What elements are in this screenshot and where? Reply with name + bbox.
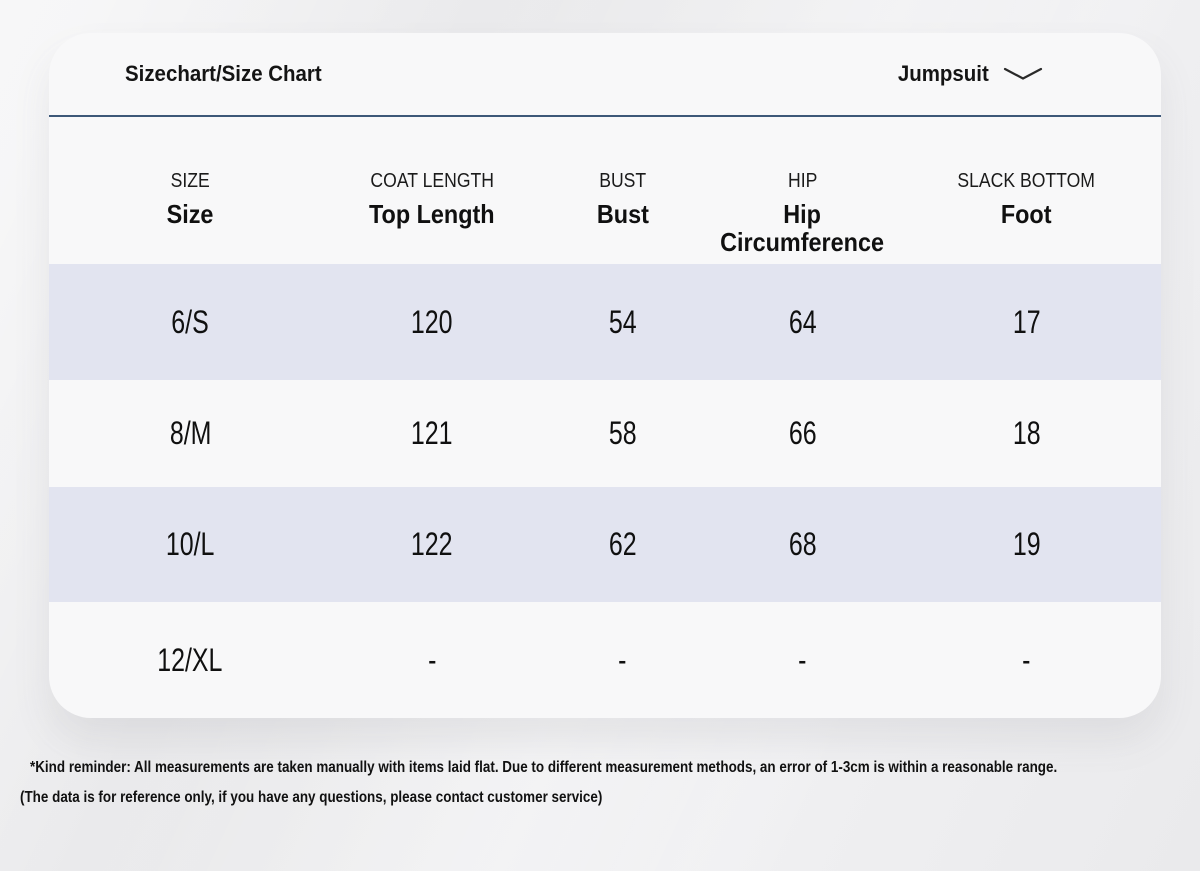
table-row-6s: 6/S 120 54 64 17	[49, 264, 1161, 380]
column-header-label: Foot	[1001, 199, 1052, 229]
table-row-8m: 8/M 121 58 66 18	[49, 380, 1161, 487]
cell-foot: 19	[892, 526, 1161, 563]
cell-value: 54	[608, 303, 637, 340]
card-header: Sizechart/Size Chart Jumpsuit	[49, 33, 1161, 117]
cell-bust: 54	[533, 304, 713, 341]
cell-value: -	[798, 641, 807, 678]
cell-value: 10/L	[165, 526, 215, 562]
column-header-en: BUST	[599, 170, 647, 192]
cell-value: -	[1022, 641, 1031, 678]
cell-foot: 17	[892, 304, 1161, 341]
column-header-hip: HIP Hip Circumference	[713, 171, 892, 256]
page-title: Sizechart/Size Chart	[125, 61, 322, 86]
cell-foot: -	[892, 642, 1161, 679]
cell-bust: -	[533, 642, 713, 679]
column-header-label: Size	[166, 199, 214, 229]
column-header-en: SIZE	[170, 170, 210, 192]
cell-value: 17	[1012, 303, 1041, 340]
cell-top-length: -	[331, 642, 532, 679]
column-header-label: Hip Circumference	[720, 199, 885, 258]
cell-size: 12/XL	[49, 642, 331, 679]
cell-value: 68	[788, 526, 817, 562]
cell-bust: 62	[533, 526, 713, 563]
kind-reminder-note: *Kind reminder: All measurements are tak…	[30, 759, 1058, 776]
cell-value: 120	[411, 303, 453, 340]
cell-size: 6/S	[49, 304, 331, 341]
cell-value: 62	[608, 526, 637, 562]
cell-value: 122	[411, 526, 453, 562]
cell-value: 12/XL	[157, 641, 223, 678]
column-header-en: HIP	[787, 170, 818, 192]
table-row-10l: 10/L 122 62 68 19	[49, 487, 1161, 602]
cell-hip: 66	[713, 415, 892, 452]
column-header-top-length: COAT LENGTH Top Length	[331, 171, 532, 228]
category-dropdown[interactable]: Jumpsuit	[891, 61, 1043, 87]
cell-value: 64	[788, 303, 817, 340]
category-label: Jumpsuit	[898, 61, 989, 86]
cell-top-length: 120	[331, 304, 532, 341]
reference-only-note: (The data is for reference only, if you …	[20, 789, 603, 806]
table-row-12xl: 12/XL - - - -	[49, 602, 1161, 718]
column-header-label: Bust	[596, 199, 649, 229]
cell-value: 58	[608, 415, 637, 451]
cell-value: 19	[1012, 526, 1041, 562]
cell-top-length: 121	[331, 415, 532, 452]
chevron-down-icon	[1003, 67, 1043, 80]
cell-bust: 58	[533, 415, 713, 452]
cell-value: 18	[1012, 415, 1041, 451]
column-header-en: COAT LENGTH	[370, 170, 494, 192]
cell-hip: 64	[713, 304, 892, 341]
column-header-size: SIZE Size	[49, 171, 331, 228]
cell-value: 8/M	[169, 415, 212, 451]
column-header-label: Top Length	[369, 199, 495, 229]
column-header-foot: SLACK BOTTOM Foot	[892, 171, 1161, 228]
cell-size: 10/L	[49, 526, 331, 563]
cell-value: 6/S	[171, 303, 209, 340]
footer-notes: *Kind reminder: All measurements are tak…	[0, 759, 1200, 807]
cell-hip: -	[713, 642, 892, 679]
cell-size: 8/M	[49, 415, 331, 452]
cell-value: -	[618, 641, 627, 678]
cell-top-length: 122	[331, 526, 532, 563]
table-header-row: SIZE Size COAT LENGTH Top Length BUST Bu…	[49, 117, 1161, 264]
size-chart-card: Sizechart/Size Chart Jumpsuit SIZE Size …	[49, 33, 1161, 718]
cell-hip: 68	[713, 526, 892, 563]
cell-value: 66	[788, 415, 817, 451]
column-header-en: SLACK BOTTOM	[957, 170, 1096, 192]
cell-value: 121	[411, 415, 453, 451]
cell-value: -	[427, 641, 437, 678]
column-header-bust: BUST Bust	[533, 171, 713, 228]
size-table: SIZE Size COAT LENGTH Top Length BUST Bu…	[49, 117, 1161, 718]
cell-foot: 18	[892, 415, 1161, 452]
